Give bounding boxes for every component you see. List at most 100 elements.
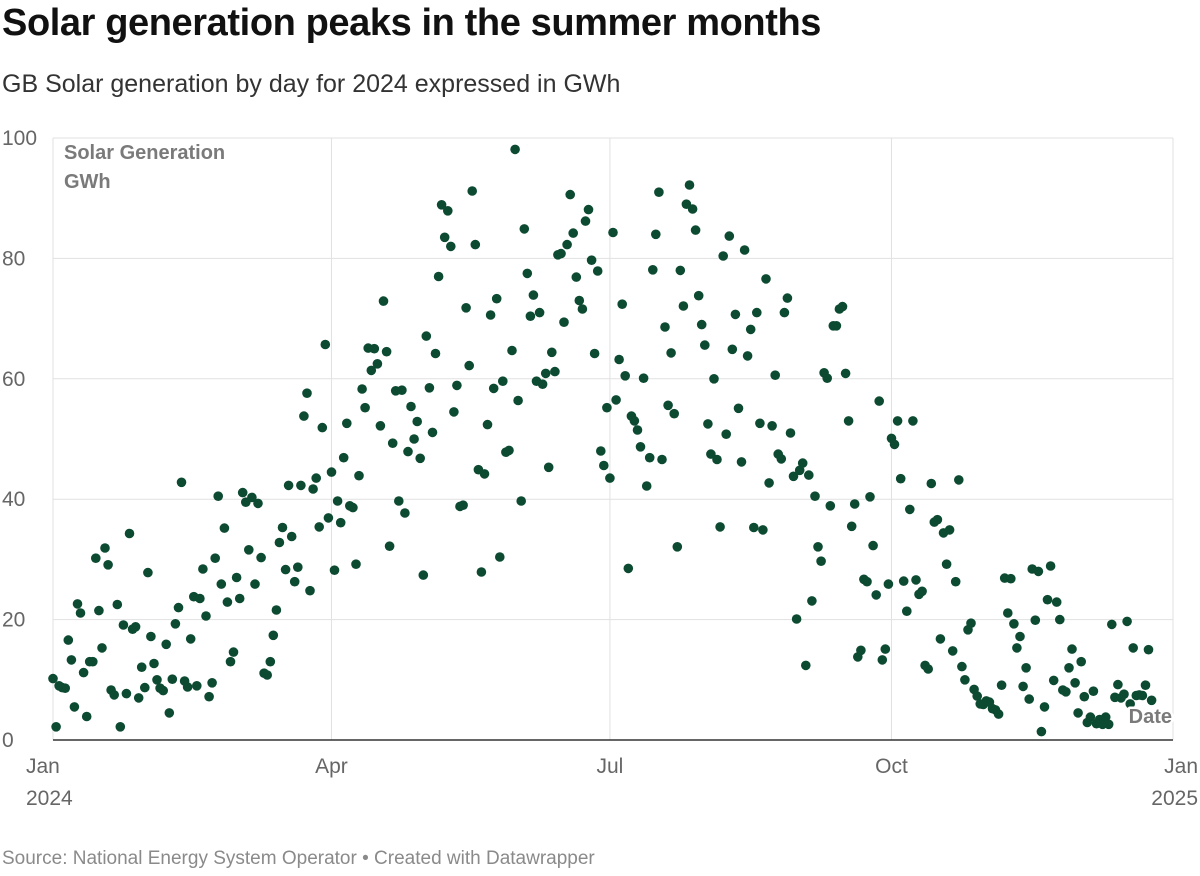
data-point	[917, 586, 927, 597]
data-point	[767, 421, 777, 431]
data-point	[351, 559, 361, 569]
data-point	[1085, 712, 1096, 722]
data-point	[993, 709, 1004, 719]
data-point	[908, 416, 918, 426]
data-point	[718, 251, 728, 261]
data-point	[375, 421, 386, 431]
data-point	[504, 445, 514, 456]
data-point	[804, 470, 814, 480]
data-point	[314, 522, 325, 532]
data-point	[271, 605, 282, 615]
data-point	[378, 296, 389, 306]
gridlines	[52, 137, 1174, 741]
data-point	[354, 470, 364, 481]
data-point	[577, 304, 588, 314]
data-point	[813, 542, 823, 552]
data-point	[397, 385, 407, 396]
data-point	[164, 708, 175, 718]
data-point	[130, 622, 141, 632]
data-point	[889, 439, 900, 450]
data-point	[721, 429, 731, 440]
data-point	[761, 274, 771, 284]
data-point	[406, 401, 416, 412]
data-point	[443, 206, 453, 216]
data-point	[192, 681, 202, 691]
data-point	[464, 360, 475, 371]
data-point	[898, 576, 909, 586]
data-point	[810, 491, 820, 502]
data-point	[865, 492, 875, 502]
data-point	[320, 339, 331, 350]
y-axis-ticks: 0 20 40 60 80 100	[2, 127, 37, 752]
data-point	[513, 395, 523, 406]
data-point	[311, 473, 322, 483]
data-point	[846, 521, 857, 532]
data-point	[118, 620, 129, 630]
data-point	[244, 545, 254, 555]
data-point	[458, 500, 468, 511]
data-point	[528, 290, 539, 300]
data-point	[201, 611, 211, 621]
data-point	[905, 504, 915, 515]
data-point	[256, 552, 266, 563]
data-point	[849, 499, 860, 509]
data-point	[1055, 614, 1065, 625]
data-point	[274, 537, 285, 548]
data-point	[739, 245, 750, 255]
data-point	[895, 473, 906, 484]
data-point	[608, 227, 618, 238]
data-point	[470, 239, 481, 250]
data-point	[599, 460, 609, 471]
data-point	[296, 480, 306, 491]
data-point	[540, 368, 551, 379]
y-tick-label: 40	[2, 488, 25, 511]
data-point	[308, 484, 318, 494]
data-point	[231, 572, 242, 583]
data-point	[277, 522, 288, 533]
data-point	[785, 428, 796, 438]
data-point	[797, 458, 808, 468]
data-point	[877, 655, 888, 665]
data-point	[831, 321, 842, 331]
data-point	[957, 661, 967, 672]
data-point	[360, 402, 370, 413]
data-point	[1137, 690, 1148, 701]
data-point	[519, 224, 530, 234]
data-point	[1009, 619, 1019, 629]
data-point	[770, 370, 780, 381]
x-axis-ticks: Jan 2024 Apr Jul Oct Jan 2025	[26, 755, 1198, 810]
data-point	[250, 579, 260, 589]
data-point	[479, 469, 490, 479]
y-tick-label: 0	[2, 729, 14, 752]
data-point	[280, 564, 291, 575]
data-point	[348, 502, 358, 513]
data-point	[776, 454, 787, 464]
data-point	[1012, 643, 1022, 653]
data-point	[439, 232, 450, 243]
data-point	[185, 634, 196, 644]
data-point	[409, 434, 419, 444]
data-point	[268, 630, 279, 641]
data-point	[418, 570, 429, 580]
data-point	[213, 491, 223, 502]
data-point	[100, 543, 110, 553]
data-point	[568, 228, 578, 238]
data-point	[712, 454, 722, 465]
data-point	[623, 563, 634, 574]
data-point	[583, 204, 594, 215]
data-point	[966, 618, 976, 628]
data-point	[283, 480, 294, 491]
data-point	[941, 559, 952, 569]
data-point	[452, 380, 462, 391]
data-point	[1018, 681, 1028, 692]
data-point	[415, 453, 426, 464]
data-point	[1003, 608, 1013, 618]
data-point	[638, 373, 649, 384]
data-point	[1113, 679, 1123, 690]
data-point	[204, 691, 214, 702]
data-point	[571, 272, 582, 282]
data-point	[219, 523, 230, 533]
data-point	[801, 660, 811, 671]
data-point	[733, 403, 744, 414]
data-point	[1107, 619, 1117, 630]
